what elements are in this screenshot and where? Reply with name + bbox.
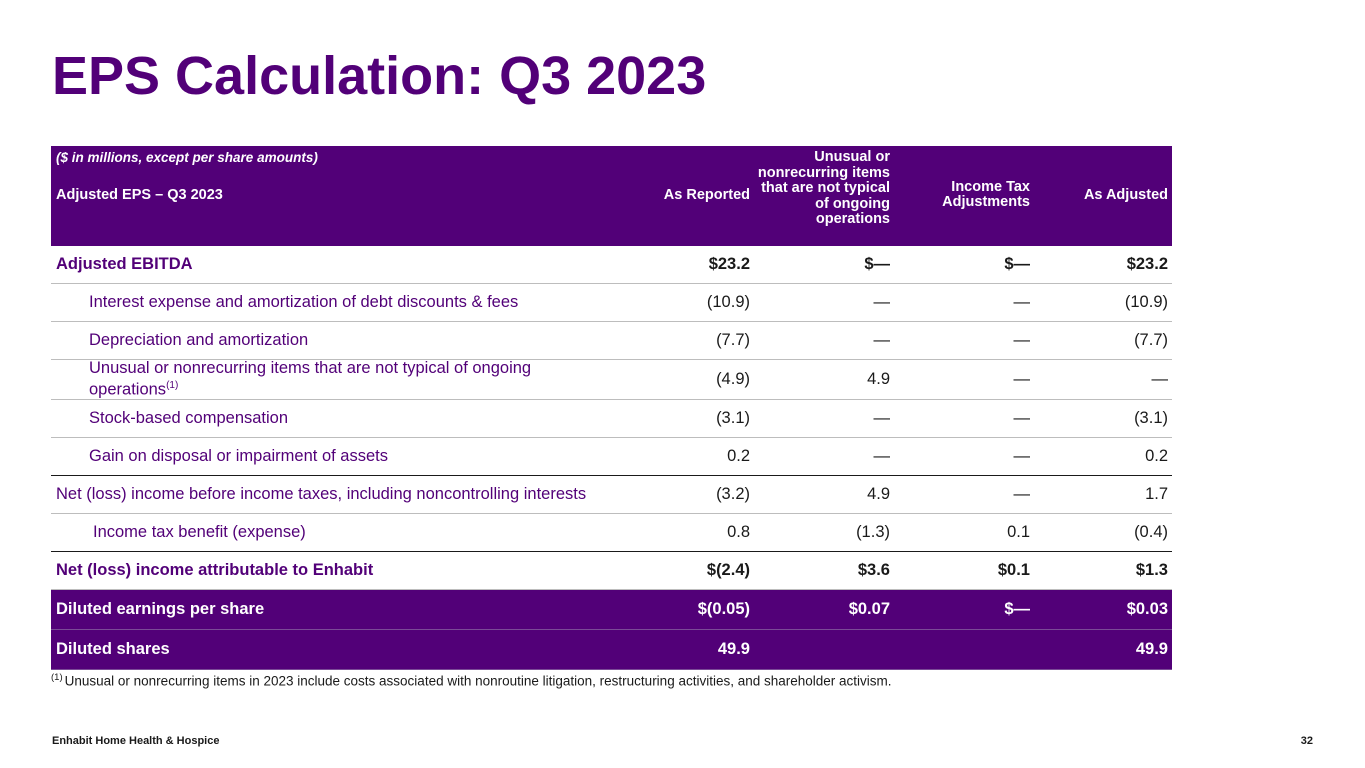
income-tax-value: — bbox=[894, 437, 1034, 476]
table-row: Stock-based compensation (3.1) — — (3.1) bbox=[51, 399, 1172, 438]
as-reported-value: (3.1) bbox=[611, 399, 754, 438]
unusual-items-value: — bbox=[754, 437, 894, 476]
unusual-items-value: 4.9 bbox=[754, 359, 894, 400]
as-adjusted-value: $1.3 bbox=[1034, 551, 1172, 590]
income-tax-value: $— bbox=[894, 589, 1034, 630]
row-label: Net (loss) income attributable to Enhabi… bbox=[51, 551, 611, 590]
table-row: Adjusted EBITDA $23.2 $— $— $23.2 bbox=[51, 246, 1172, 284]
income-tax-value: — bbox=[894, 359, 1034, 400]
footer-company: Enhabit Home Health & Hospice bbox=[52, 735, 220, 747]
row-label-line2: operations bbox=[89, 380, 167, 399]
as-adjusted-value: 49.9 bbox=[1034, 629, 1172, 670]
table-row: Interest expense and amortization of deb… bbox=[51, 283, 1172, 322]
row-label: Diluted earnings per share bbox=[51, 589, 611, 630]
unusual-items-value: $— bbox=[754, 246, 894, 284]
table-row-highlight: Diluted earnings per share $(0.05) $0.07… bbox=[51, 589, 1172, 630]
income-tax-value: — bbox=[894, 321, 1034, 360]
table-header-row: ($ in millions, except per share amounts… bbox=[51, 146, 1172, 246]
table-row: Net (loss) income before income taxes, i… bbox=[51, 475, 1172, 514]
footnote-marker: (1) bbox=[166, 380, 179, 391]
unusual-items-value: $0.07 bbox=[754, 589, 894, 630]
as-adjusted-value: $23.2 bbox=[1034, 246, 1172, 284]
page-number: 32 bbox=[1300, 735, 1313, 747]
unusual-items-value: — bbox=[754, 321, 894, 360]
row-label: Gain on disposal or impairment of assets bbox=[51, 437, 611, 476]
row-label: Net (loss) income before income taxes, i… bbox=[51, 475, 611, 514]
units-note: ($ in millions, except per share amounts… bbox=[56, 150, 318, 165]
as-adjusted-value: $0.03 bbox=[1034, 589, 1172, 630]
footnote-text: Unusual or nonrecurring items in 2023 in… bbox=[64, 673, 892, 689]
as-adjusted-value: 1.7 bbox=[1034, 475, 1172, 514]
as-reported-value: (7.7) bbox=[611, 321, 754, 360]
income-tax-value: $— bbox=[894, 246, 1034, 284]
table-label: Adjusted EPS – Q3 2023 bbox=[56, 187, 223, 203]
col-header-unusual-items: Unusual or nonrecurring items that are n… bbox=[754, 146, 894, 246]
income-tax-value: — bbox=[894, 283, 1034, 322]
col-header-income-tax: Income Tax Adjustments bbox=[894, 146, 1034, 246]
row-label: Diluted shares bbox=[51, 629, 611, 670]
as-adjusted-value: (7.7) bbox=[1034, 321, 1172, 360]
income-tax-value: $0.1 bbox=[894, 551, 1034, 590]
footnote-marker: (1) bbox=[51, 672, 63, 683]
unusual-items-value: — bbox=[754, 283, 894, 322]
row-label-line2-wrap: operations(1) bbox=[89, 377, 611, 399]
as-reported-value: 0.8 bbox=[611, 513, 754, 552]
page-title: EPS Calculation: Q3 2023 bbox=[52, 46, 707, 106]
as-adjusted-value: — bbox=[1034, 359, 1172, 400]
row-label: Income tax benefit (expense) bbox=[51, 513, 611, 552]
table-row-highlight: Diluted shares 49.9 49.9 bbox=[51, 629, 1172, 670]
as-adjusted-value: 0.2 bbox=[1034, 437, 1172, 476]
row-label: Stock-based compensation bbox=[51, 399, 611, 438]
unusual-items-value bbox=[754, 629, 894, 670]
unusual-items-value: (1.3) bbox=[754, 513, 894, 552]
row-label: Unusual or nonrecurring items that are n… bbox=[51, 359, 611, 400]
income-tax-value: — bbox=[894, 399, 1034, 438]
as-reported-value: (4.9) bbox=[611, 359, 754, 400]
as-reported-value: $(0.05) bbox=[611, 589, 754, 630]
income-tax-value: 0.1 bbox=[894, 513, 1034, 552]
as-reported-value: 49.9 bbox=[611, 629, 754, 670]
unusual-items-value: $3.6 bbox=[754, 551, 894, 590]
income-tax-value: — bbox=[894, 475, 1034, 514]
footnote: (1) Unusual or nonrecurring items in 2023… bbox=[51, 672, 892, 689]
as-adjusted-value: (3.1) bbox=[1034, 399, 1172, 438]
as-reported-value: $23.2 bbox=[611, 246, 754, 284]
as-reported-value: 0.2 bbox=[611, 437, 754, 476]
income-tax-value bbox=[894, 629, 1034, 670]
eps-table: ($ in millions, except per share amounts… bbox=[51, 146, 1172, 670]
as-reported-value: (10.9) bbox=[611, 283, 754, 322]
col-header-as-reported: As Reported bbox=[611, 146, 754, 246]
as-adjusted-value: (10.9) bbox=[1034, 283, 1172, 322]
as-reported-value: $(2.4) bbox=[611, 551, 754, 590]
row-label: Depreciation and amortization bbox=[51, 321, 611, 360]
row-label: Interest expense and amortization of deb… bbox=[51, 283, 611, 322]
table-row: Depreciation and amortization (7.7) — — … bbox=[51, 321, 1172, 360]
col-header-as-adjusted: As Adjusted bbox=[1034, 146, 1172, 246]
table-row: Income tax benefit (expense) 0.8 (1.3) 0… bbox=[51, 513, 1172, 552]
header-label-cell: ($ in millions, except per share amounts… bbox=[51, 146, 611, 246]
row-label-line1: Unusual or nonrecurring items that are n… bbox=[89, 359, 532, 377]
table-row: Gain on disposal or impairment of assets… bbox=[51, 437, 1172, 476]
table-row: Unusual or nonrecurring items that are n… bbox=[51, 359, 1172, 400]
as-reported-value: (3.2) bbox=[611, 475, 754, 514]
as-adjusted-value: (0.4) bbox=[1034, 513, 1172, 552]
table-row: Net (loss) income attributable to Enhabi… bbox=[51, 551, 1172, 590]
unusual-items-value: — bbox=[754, 399, 894, 438]
row-label: Adjusted EBITDA bbox=[51, 246, 611, 284]
unusual-items-value: 4.9 bbox=[754, 475, 894, 514]
